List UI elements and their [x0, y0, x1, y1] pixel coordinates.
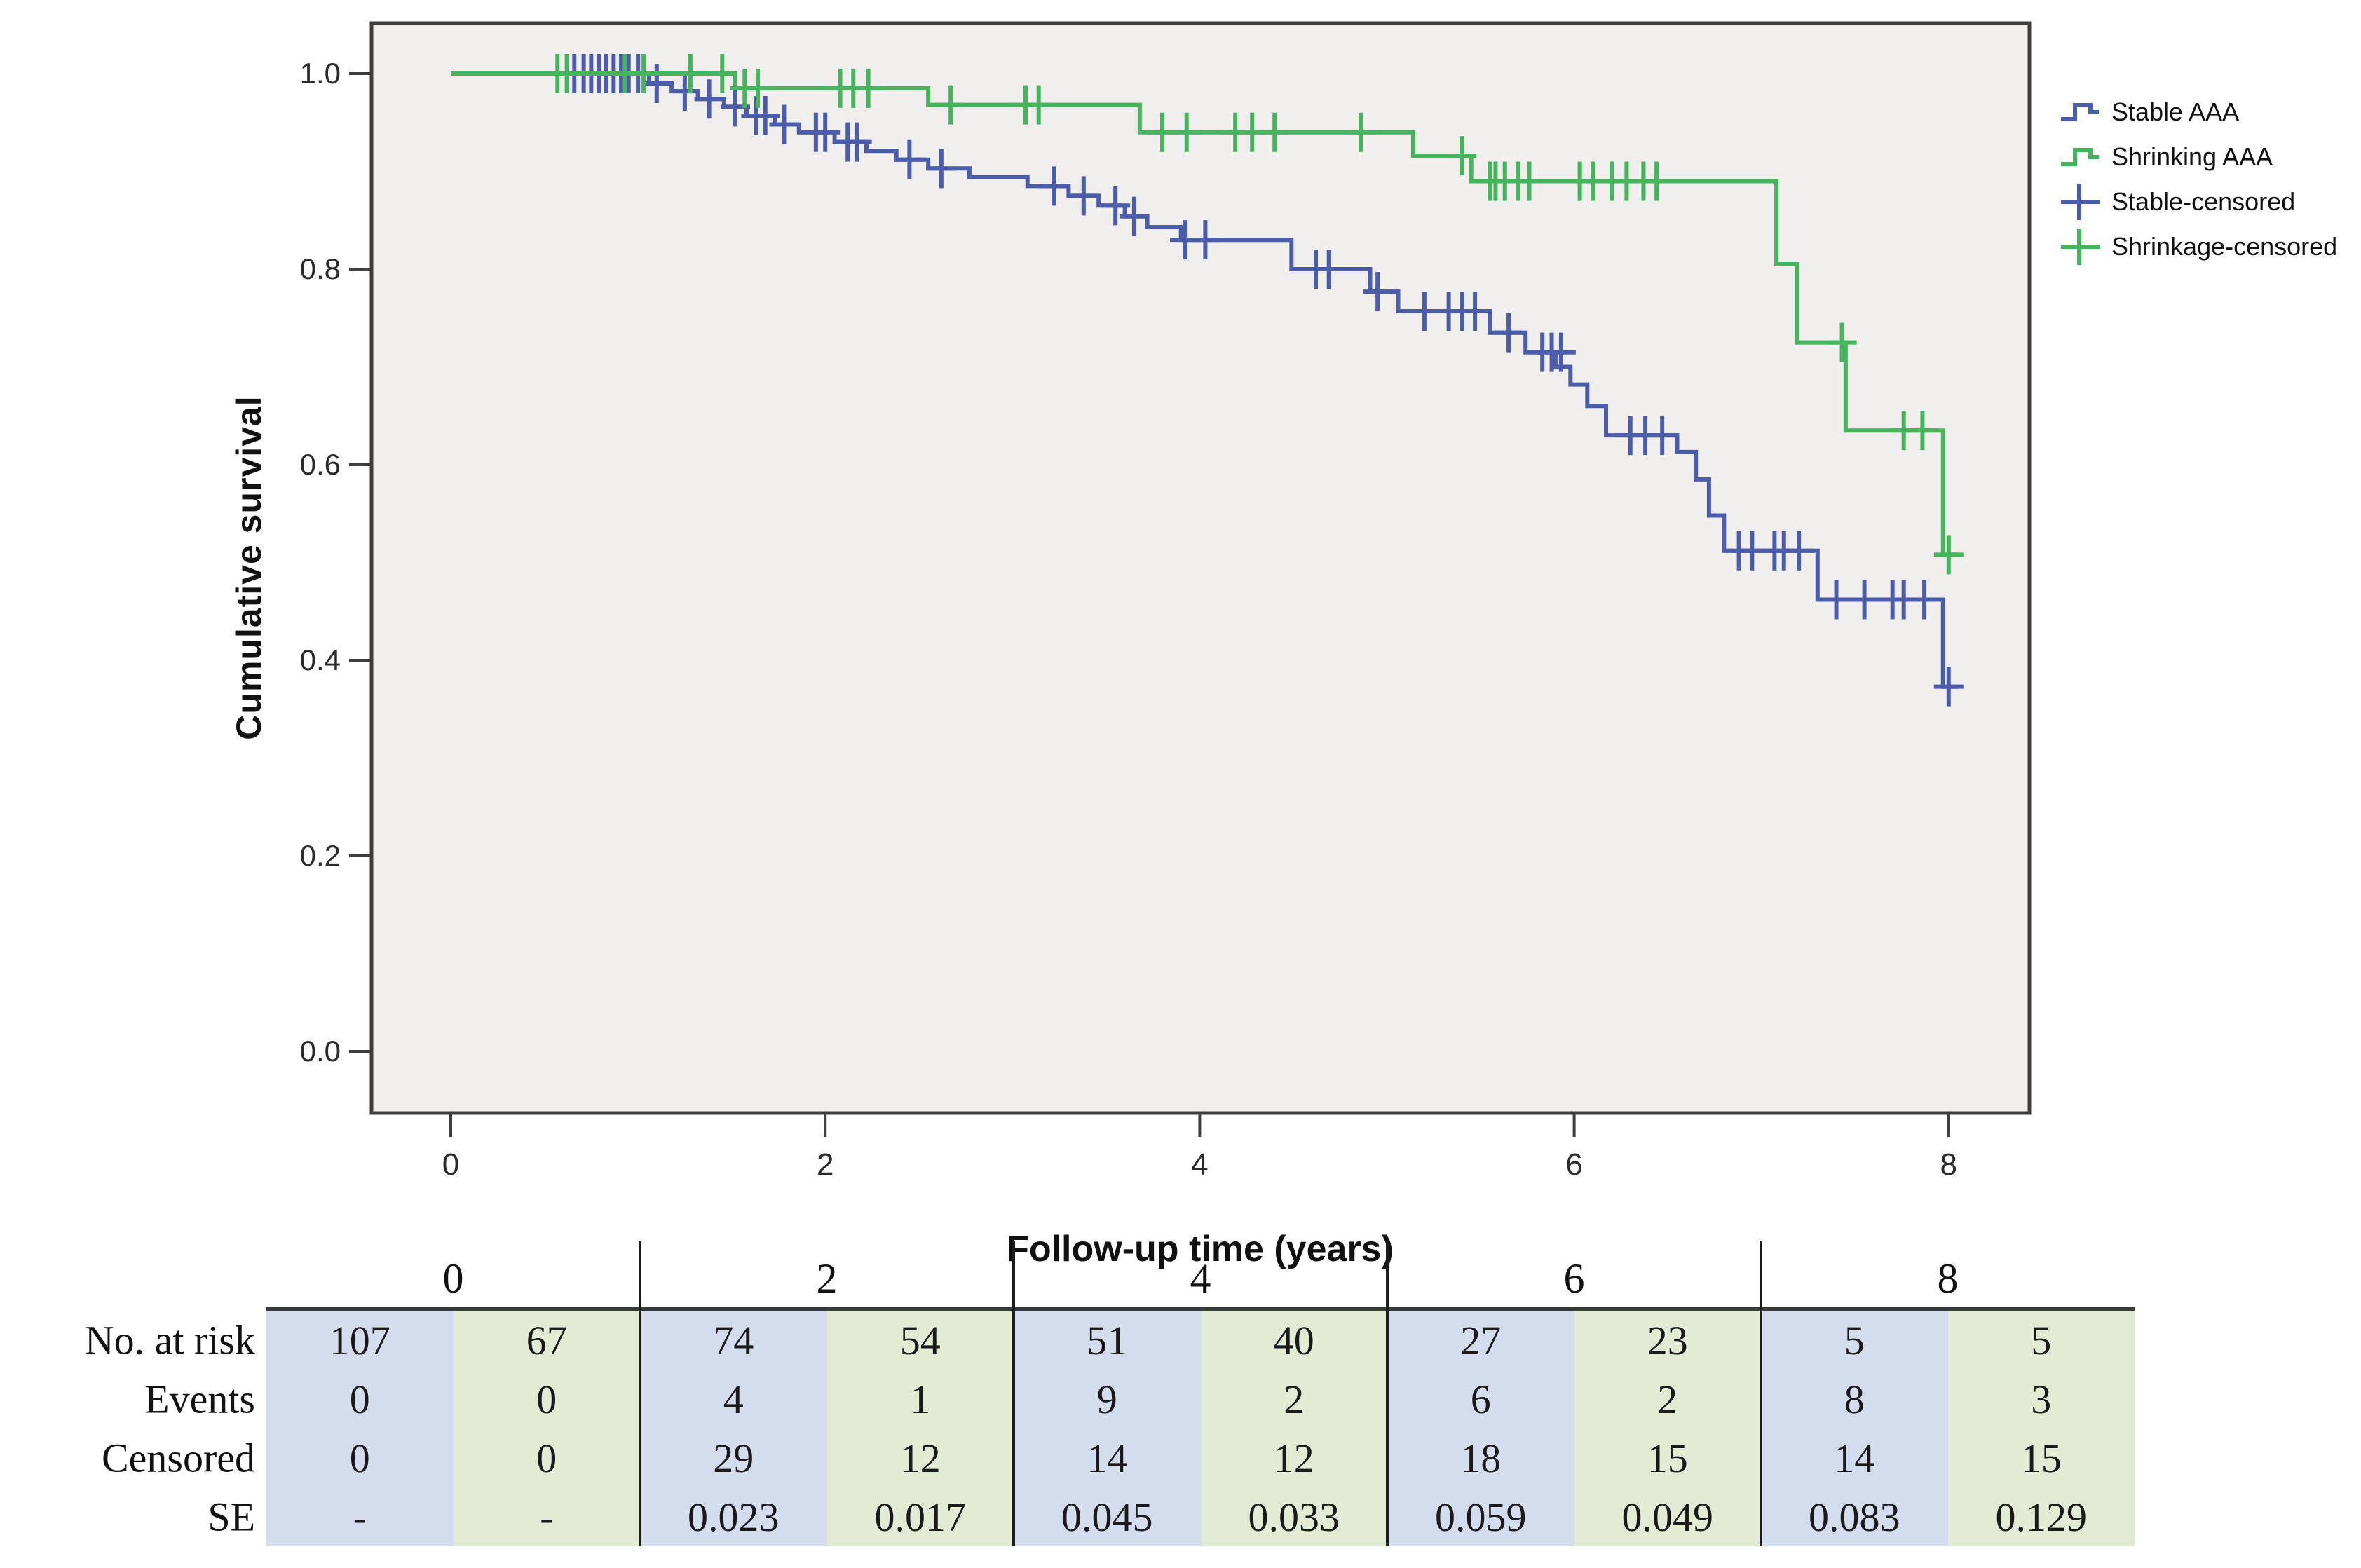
- risk-cell: 14: [1761, 1429, 1948, 1487]
- legend-step-line-icon: [2061, 148, 2099, 166]
- risk-table-row-label: Events: [144, 1376, 255, 1422]
- risk-cell: 0.083: [1761, 1487, 1948, 1546]
- risk-cell: 12: [826, 1429, 1014, 1487]
- legend-label: Stable AAA: [2111, 97, 2239, 126]
- risk-cell: 9: [1014, 1370, 1201, 1429]
- x-tick-label: 8: [1940, 1147, 1957, 1182]
- risk-cell: 29: [640, 1429, 827, 1487]
- legend-label: Shrinking AAA: [2111, 142, 2273, 171]
- risk-cell: 0: [453, 1429, 640, 1487]
- risk-cell: 3: [1947, 1370, 2135, 1429]
- risk-cell: 0.023: [640, 1487, 827, 1546]
- risk-cell: 18: [1387, 1429, 1574, 1487]
- risk-cell: 15: [1574, 1429, 1761, 1487]
- risk-cell: 1: [826, 1370, 1014, 1429]
- risk-cell: 5: [1761, 1311, 1948, 1370]
- risk-cell: 27: [1387, 1311, 1574, 1370]
- risk-cell: 8: [1761, 1370, 1948, 1429]
- risk-table-time-header-label: 0: [442, 1255, 464, 1302]
- risk-cell: 0.033: [1200, 1487, 1387, 1546]
- y-tick-label: 0.8: [300, 252, 341, 285]
- risk-cell: 6: [1387, 1370, 1574, 1429]
- risk-cell: -: [266, 1487, 454, 1546]
- risk-cell: 0.129: [1947, 1487, 2135, 1546]
- risk-cell: -: [453, 1487, 640, 1546]
- risk-table-time-header-label: 2: [816, 1255, 838, 1302]
- risk-cell: 40: [1200, 1311, 1387, 1370]
- legend-entry: Shrinking AAA: [2061, 142, 2273, 171]
- shrinking-aaa-curve: [451, 71, 1959, 557]
- risk-cell: 0.045: [1014, 1487, 1201, 1546]
- survival-chart: 0.0 0.2 0.4 0.6 0.8 1.0 0 2 4 6 8 Stable AAA Shrinki…: [300, 21, 2337, 1182]
- risk-table-time-header: 0 2 4 6 8: [266, 1241, 2135, 1307]
- plot-border: [369, 21, 2032, 1115]
- risk-cell: 0.059: [1387, 1487, 1574, 1546]
- risk-cell: 2: [1574, 1370, 1761, 1429]
- risk-cell: 67: [453, 1311, 640, 1370]
- risk-cell: 107: [266, 1311, 454, 1370]
- risk-table-top-rule: [266, 1307, 2135, 1311]
- legend-entry: Stable-censored: [2061, 184, 2295, 220]
- y-tick-label: 0.6: [300, 448, 341, 481]
- risk-table-row-label: SE: [207, 1494, 255, 1540]
- risk-table-time-header-label: 8: [1937, 1255, 1959, 1302]
- risk-table-group-divider: [639, 1241, 641, 1546]
- risk-table-row-label: Censored: [101, 1435, 255, 1481]
- y-tick-label: 0.4: [300, 643, 341, 676]
- y-tick-label: 0.0: [300, 1035, 341, 1068]
- risk-cell: 15: [1947, 1429, 2135, 1487]
- risk-cell: 51: [1014, 1311, 1201, 1370]
- legend-entry: Shrinkage-censored: [2061, 229, 2337, 265]
- risk-table-row-label: No. at risk: [84, 1317, 255, 1363]
- y-axis-title: Cumulative survival: [229, 395, 268, 740]
- risk-cell: 14: [1014, 1429, 1201, 1487]
- x-tick-label: 6: [1565, 1147, 1582, 1182]
- risk-cell: 74: [640, 1311, 827, 1370]
- risk-table-group-divider: [1012, 1241, 1015, 1546]
- risk-cell: 23: [1574, 1311, 1761, 1370]
- risk-cell: 12: [1200, 1429, 1387, 1487]
- risk-table-time-header-label: 4: [1190, 1255, 1211, 1302]
- y-tick-label: 0.2: [300, 839, 341, 872]
- risk-cell: 54: [826, 1311, 1014, 1370]
- risk-table-group-divider: [1760, 1241, 1762, 1546]
- x-tick-label: 4: [1191, 1147, 1208, 1182]
- risk-table-time-header-label: 6: [1563, 1255, 1585, 1302]
- x-tick-label: 2: [817, 1147, 834, 1182]
- risk-cell: 0.049: [1574, 1487, 1761, 1546]
- legend-label: Stable-censored: [2111, 187, 2295, 216]
- risk-table-body: 107 67 74 54 51 40 27 23 5 5 0 0 4 1 9 2 6 2 8 3 0 0 29 12 14 12 1…: [266, 1311, 2135, 1546]
- risk-table-group-divider: [1386, 1241, 1389, 1546]
- legend-entry: Stable AAA: [2061, 97, 2239, 126]
- risk-cell: 4: [640, 1370, 827, 1429]
- x-axis-title: Follow-up time (years): [1007, 1229, 1394, 1269]
- plot-area: [372, 23, 2029, 1113]
- risk-cell: 5: [1947, 1311, 2135, 1370]
- legend-label: Shrinkage-censored: [2111, 232, 2337, 261]
- legend-step-line-icon: [2061, 103, 2099, 121]
- risk-cell: 0: [266, 1429, 454, 1487]
- risk-cell: 0.017: [826, 1487, 1014, 1546]
- y-tick-label: 1.0: [300, 57, 341, 90]
- x-tick-label: 0: [442, 1147, 459, 1182]
- risk-cell: 0: [453, 1370, 640, 1429]
- risk-cell: 0: [266, 1370, 454, 1429]
- risk-cell: 2: [1200, 1370, 1387, 1429]
